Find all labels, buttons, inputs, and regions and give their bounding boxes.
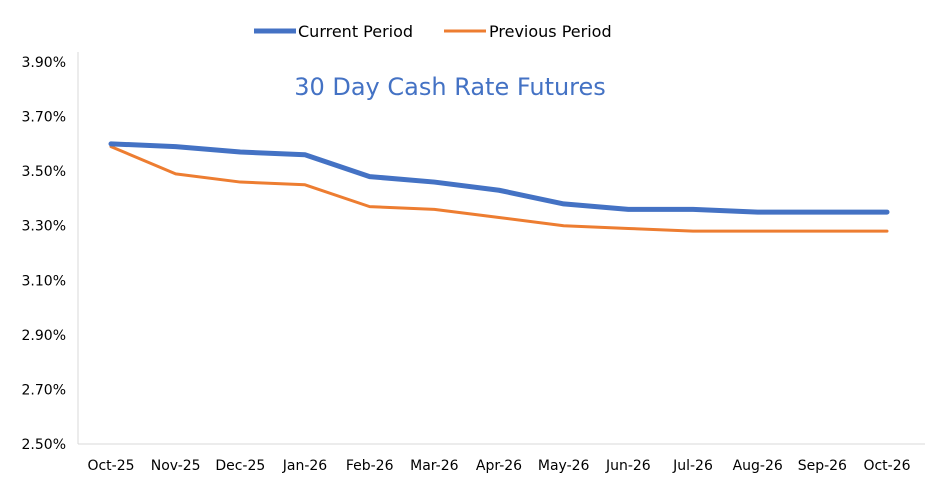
x-tick-label: May-26 xyxy=(538,458,590,474)
x-tick-label: Jun-26 xyxy=(605,458,651,474)
y-tick-label: 2.50% xyxy=(22,437,66,453)
chart-title: 30 Day Cash Rate Futures xyxy=(294,73,606,101)
x-tick-label: Jan-26 xyxy=(282,458,328,474)
x-tick-label: Feb-26 xyxy=(346,458,394,474)
x-tick-label: Oct-25 xyxy=(87,458,134,474)
x-tick-label: Dec-25 xyxy=(215,458,265,474)
x-tick-label: Sep-26 xyxy=(798,458,847,474)
y-tick-label: 3.30% xyxy=(22,219,66,235)
x-tick-label: Aug-26 xyxy=(733,458,783,474)
y-tick-label: 3.10% xyxy=(22,273,66,289)
y-tick-label: 2.70% xyxy=(22,382,66,398)
y-tick-label: 3.90% xyxy=(22,55,66,71)
series-line-current xyxy=(108,141,890,215)
x-tick-label: Oct-26 xyxy=(863,458,910,474)
x-tick-label: Apr-26 xyxy=(476,458,522,474)
legend-label-current: Current Period xyxy=(298,22,413,41)
legend: Current Period Previous Period xyxy=(254,22,612,41)
y-tick-label: 3.70% xyxy=(22,110,66,126)
x-tick-label: Mar-26 xyxy=(410,458,458,474)
y-tick-label: 3.50% xyxy=(22,164,66,180)
x-tick-label: Jul-26 xyxy=(672,458,713,474)
legend-label-previous: Previous Period xyxy=(489,22,612,41)
x-tick-label: Nov-25 xyxy=(151,458,201,474)
y-tick-label: 2.90% xyxy=(22,328,66,344)
